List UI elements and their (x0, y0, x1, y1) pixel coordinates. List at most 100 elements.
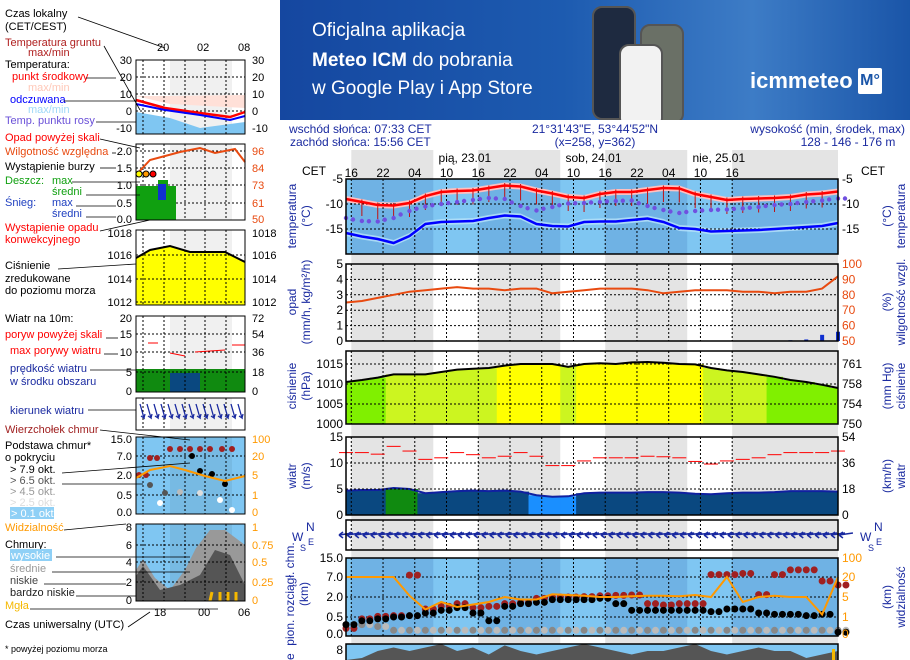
wind-arrow (624, 531, 639, 539)
hour-label: 10 (440, 166, 454, 180)
dew-point-dot (493, 196, 499, 201)
low-cloud-dot (405, 626, 413, 634)
dew-point-dot (715, 207, 721, 212)
dew-point-dot (756, 204, 761, 210)
cloud-base-dot (350, 621, 358, 629)
precip-bar (820, 334, 825, 341)
wind-arrow (759, 531, 774, 539)
legend-cover-plot (135, 523, 246, 602)
wind-arrow (521, 531, 536, 539)
wind-kmh-tick: 54 (842, 430, 856, 444)
dew-point-dot (779, 202, 784, 207)
low-cloud-dot (763, 626, 771, 634)
wind-arrow (655, 531, 671, 539)
legend-wind-arrow (153, 403, 160, 420)
wind-arrow (584, 531, 600, 539)
cloud-top-dot (810, 566, 818, 574)
wind-speed-fill (449, 491, 466, 515)
humidity-tick: 50 (842, 334, 856, 348)
low-cloud-dot (715, 626, 723, 634)
legend-wind-kmh-tick: 36 (252, 347, 264, 359)
legend-leader-line (103, 45, 141, 111)
wind-arrow (679, 531, 695, 539)
visibility-line (346, 575, 839, 617)
wind-arrow (536, 531, 552, 539)
legend-precip-plot (135, 143, 246, 221)
legend-cloud-dot (154, 455, 160, 461)
dew-point-dot (461, 198, 467, 204)
plot-border (135, 315, 246, 393)
temp-axis-title: temperatura (285, 183, 299, 248)
dew-point-dot (398, 212, 403, 217)
wind-arrow (695, 531, 711, 539)
legend-temp-tick: 30 (120, 55, 132, 67)
wind-arrow (798, 531, 814, 539)
wind-speed-fill (798, 491, 815, 515)
legend-gust-max: max porywy wiatru (10, 345, 101, 357)
cloud-top-dot (659, 601, 667, 609)
low-cloud-dot (691, 626, 699, 634)
cloud-top-dot (747, 569, 755, 577)
wind-arrow (703, 531, 719, 539)
legend-cloud-dot (217, 497, 223, 503)
plot-border (135, 436, 246, 515)
wind-arrow (711, 531, 727, 539)
dew-point-dot (692, 208, 698, 214)
low-cloud-dot (596, 626, 604, 634)
low-cloud-dot (588, 626, 596, 634)
wind-arrow (346, 531, 362, 539)
plot-border (345, 643, 839, 660)
cloud-base-dot (771, 610, 779, 618)
wind-speed-fill (401, 489, 418, 515)
dew-point-dot (391, 215, 396, 221)
humidity-tick: 90 (842, 272, 856, 286)
dew-point-dot (613, 198, 619, 204)
legend-pressure-tick-right: 1018 (252, 228, 276, 240)
cloud-base-dot (469, 609, 477, 617)
legend-vis-tick: 1 (252, 490, 258, 502)
pressure-panel: 1015 1010 1005 1000 761 758 754 750 (316, 350, 862, 431)
compass-n: N (874, 520, 883, 534)
legend-okt: > 0.1 okt. (11, 508, 57, 520)
wind-speed-fill (465, 490, 482, 515)
plot-border (345, 178, 839, 255)
cloud-top-dot (651, 600, 659, 608)
dew-point-dot (763, 203, 768, 209)
cloud-base-dot (493, 617, 501, 625)
cloud-axis-title: (km) (297, 582, 311, 606)
low-cloud-dot (429, 626, 437, 634)
legend-hour: 08 (238, 42, 250, 54)
precip-tick: 3 (336, 288, 343, 302)
dew-point-dot (788, 201, 793, 207)
legend-cover-tick: 4 (126, 557, 132, 569)
wind-arrow (640, 531, 655, 539)
legend-wind-arrow (202, 403, 209, 420)
legend-low-clouds (136, 550, 245, 601)
legend-leader-line (99, 219, 151, 232)
low-cloud-dot (675, 626, 683, 634)
legend-wind-tick: 5 (126, 367, 132, 379)
pressure-mmhg-title: ciśnienie (894, 362, 908, 409)
legend-pressure-tick-right: 1016 (252, 250, 276, 262)
legend-precip-tick: 0.0 (117, 214, 132, 226)
wind-speed-fill (353, 490, 371, 515)
legend-temp-plot (135, 59, 246, 135)
dew-point-dot (772, 202, 777, 208)
app-promo-banner[interactable]: Oficjalna aplikacja Meteo ICM do pobrani… (280, 0, 910, 120)
legend-cloud-base2: o pokryciu (5, 452, 55, 464)
cloud-base-dot (707, 608, 715, 616)
cloud-base-dot (739, 605, 747, 613)
wind-arrow (465, 531, 481, 539)
cloud-base-dot (667, 606, 675, 614)
dew-point-dot (661, 207, 666, 213)
legend-convective: Wystąpienie opadu (5, 222, 98, 234)
low-cloud-dot (659, 626, 667, 634)
cloud-base-dot (659, 606, 667, 614)
dew-point-dot (518, 203, 523, 209)
cloud-base-dot (517, 600, 525, 608)
legend-mid-point: punkt środkowy (12, 71, 89, 83)
legend-cover-tick: 0 (126, 595, 132, 607)
legend-utc-hour: 18 (154, 607, 166, 619)
pressure-fill (750, 374, 768, 424)
legend-wind-kmh-tick: 72 (252, 313, 264, 325)
